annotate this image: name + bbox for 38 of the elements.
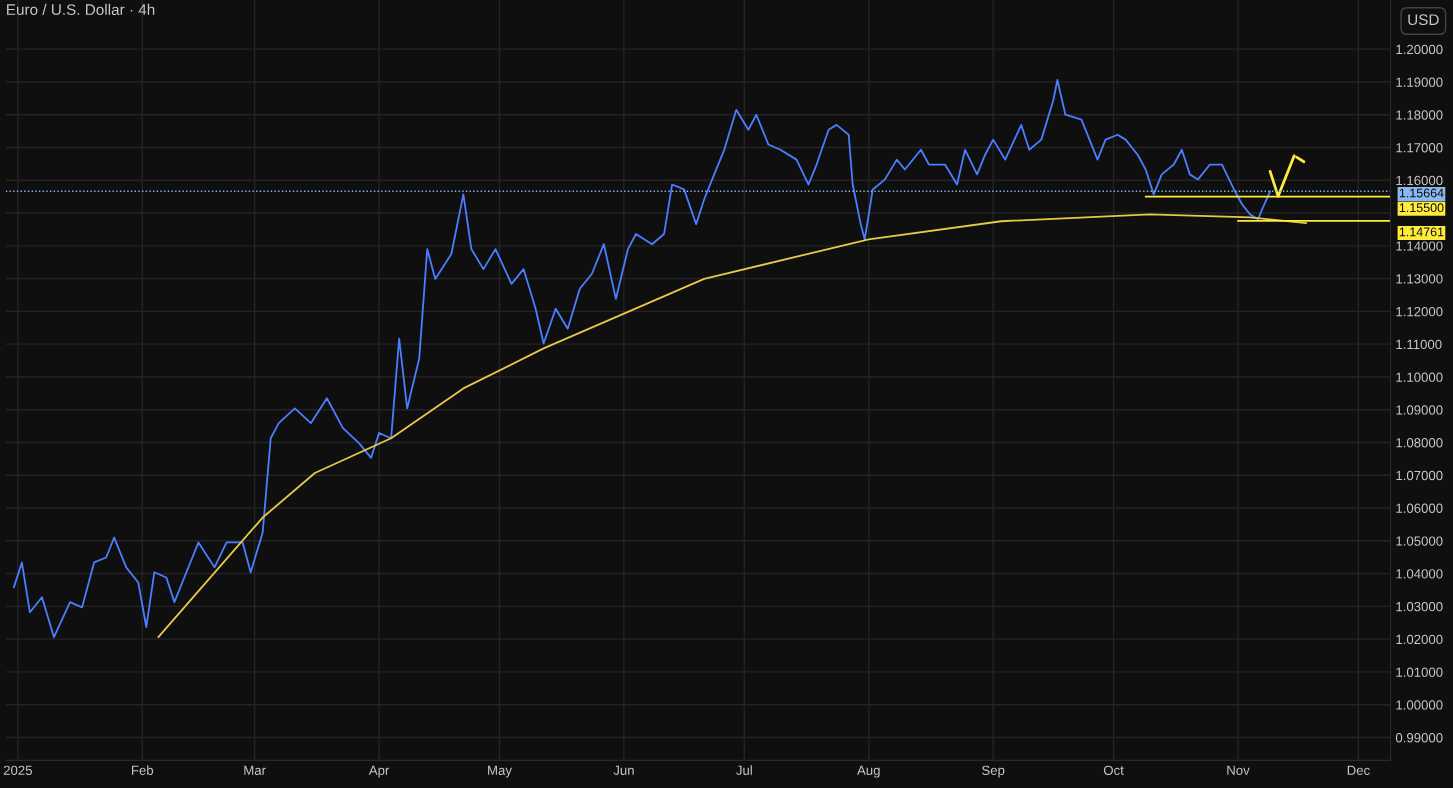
x-tick-label: Sep (982, 765, 1005, 778)
y-tick-label: 0.99000 (1395, 733, 1443, 743)
y-tick-label: 1.00000 (1396, 700, 1443, 710)
y-tick-label: 1.07000 (1396, 470, 1443, 481)
x-tick-label: Dec (1347, 765, 1370, 775)
x-tick-label: Feb (131, 765, 154, 775)
y-tick-label: 1.16000 (1396, 175, 1443, 186)
ref-line-label: 1.15664 (1399, 188, 1444, 198)
annotation: 1.15500 (1399, 203, 1444, 213)
y-tick-label: 1.08000 (1396, 438, 1443, 448)
x-tick-label: Apr (368, 765, 390, 778)
y-tick-label: 1.04000 (1396, 569, 1443, 579)
chart-title: Euro / U.S. Dollar · 4h (7, 3, 155, 16)
x-tick-label: May (488, 765, 512, 778)
y-tick-label: 1.02000 (1396, 634, 1443, 645)
x-tick-label: Jun (613, 765, 634, 775)
y-tick-label: 1.01000 (1396, 667, 1443, 677)
y-tick-label: 1.20000 (1396, 44, 1443, 55)
x-tick-label: Mar (244, 765, 266, 775)
x-tick-label: Aug (857, 765, 880, 778)
y-tick-label: 1.14000 (1396, 241, 1443, 251)
y-tick-label: 1.17000 (1396, 143, 1443, 153)
y-tick-label: 1.05000 (1396, 536, 1443, 546)
annotation: 1.14761 (1399, 227, 1444, 237)
text: USD (1408, 14, 1439, 26)
x-tick-label: Jul (736, 765, 752, 775)
y-tick-label: 1.10000 (1396, 372, 1443, 382)
y-tick-label: 1.03000 (1396, 601, 1443, 612)
x-tick-label: 2025 (3, 765, 32, 775)
y-tick-label: 1.06000 (1396, 503, 1443, 513)
x-tick-label: Nov (1227, 765, 1250, 775)
x-tick-label: Oct (1103, 765, 1124, 775)
y-tick-label: 1.09000 (1396, 405, 1443, 415)
y-tick-label: 1.13000 (1396, 274, 1443, 284)
y-tick-label: 1.18000 (1396, 110, 1443, 120)
y-tick-label: 1.12000 (1396, 306, 1443, 317)
y-tick-label: 1.11000 (1396, 339, 1442, 350)
y-tick-label: 1.19000 (1396, 77, 1443, 87)
